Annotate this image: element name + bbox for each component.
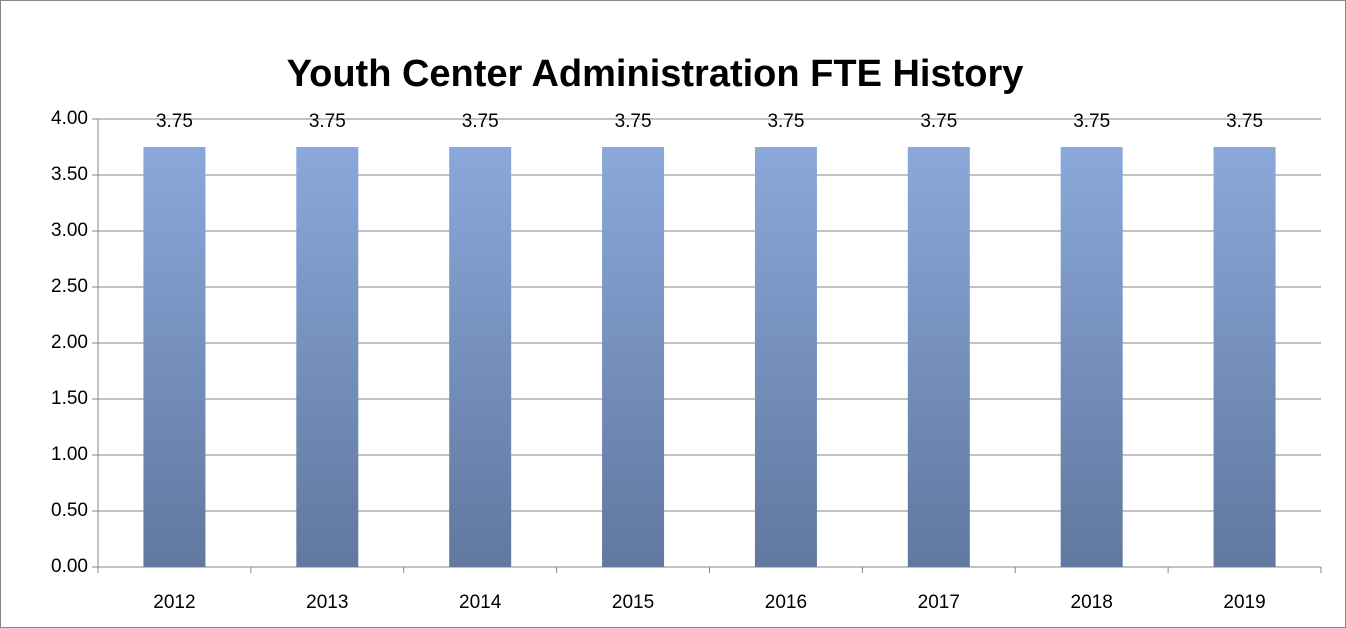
chart-title: Youth Center Administration FTE History bbox=[287, 53, 1024, 95]
x-tick-label: 2014 bbox=[459, 592, 502, 613]
bar bbox=[296, 147, 359, 567]
data-label: 3.75 bbox=[920, 111, 957, 132]
data-label: 3.75 bbox=[1226, 111, 1263, 132]
bar bbox=[907, 147, 970, 567]
data-label: 3.75 bbox=[615, 111, 652, 132]
y-tick-label: 4.00 bbox=[51, 108, 88, 129]
bar bbox=[1213, 147, 1276, 567]
x-tick-label: 2015 bbox=[612, 592, 654, 613]
data-label: 3.75 bbox=[462, 111, 499, 132]
bar bbox=[449, 147, 512, 567]
x-tick-label: 2013 bbox=[306, 592, 348, 613]
y-tick-label: 2.00 bbox=[51, 332, 88, 353]
y-tick-label: 1.50 bbox=[51, 388, 88, 409]
x-tick-label: 2019 bbox=[1223, 592, 1265, 613]
x-tick-label: 2016 bbox=[765, 592, 807, 613]
bar bbox=[1060, 147, 1123, 567]
y-tick-label: 3.00 bbox=[51, 220, 88, 241]
y-tick-label: 2.50 bbox=[51, 276, 88, 297]
bar bbox=[754, 147, 817, 567]
y-tick-label: 3.50 bbox=[51, 164, 88, 185]
y-tick-label: 0.00 bbox=[51, 556, 88, 577]
data-label: 3.75 bbox=[156, 111, 193, 132]
y-tick-label: 0.50 bbox=[51, 500, 88, 521]
x-tick-label: 2012 bbox=[153, 592, 195, 613]
x-tick-label: 2018 bbox=[1071, 592, 1113, 613]
x-tick-label: 2017 bbox=[918, 592, 960, 613]
data-label: 3.75 bbox=[1073, 111, 1110, 132]
bar bbox=[602, 147, 665, 567]
bar bbox=[143, 147, 206, 567]
data-label: 3.75 bbox=[767, 111, 804, 132]
data-label: 3.75 bbox=[309, 111, 346, 132]
y-tick-label: 1.00 bbox=[51, 444, 88, 465]
